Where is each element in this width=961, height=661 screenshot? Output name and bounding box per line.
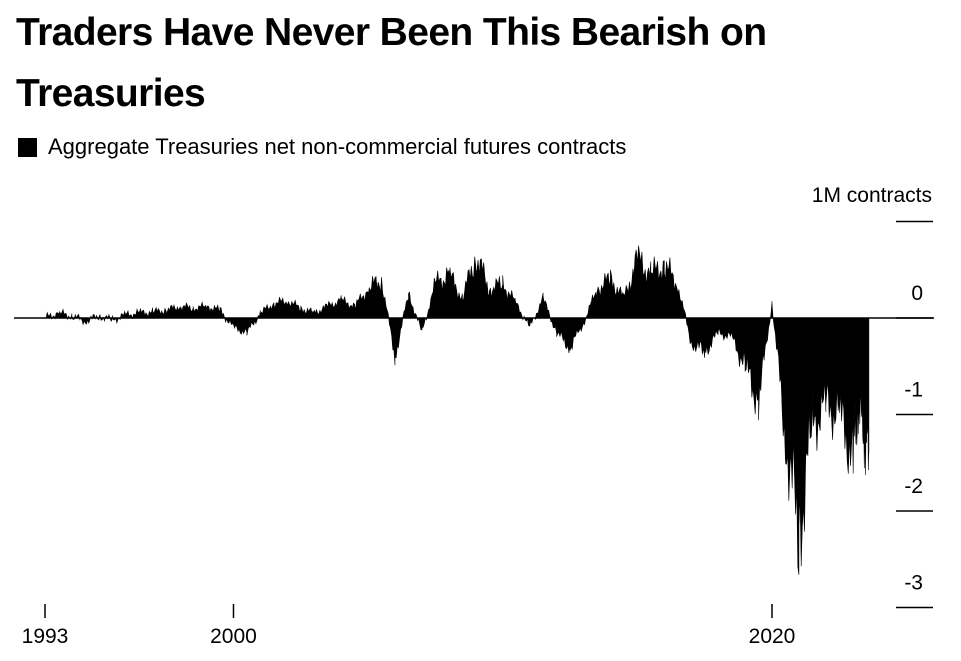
chart-marks [14,245,934,575]
chart-title: Traders Have Never Been This Bearish on … [16,11,767,115]
legend-label: Aggregate Treasuries net non-commercial … [48,134,627,159]
y-tick-label-4: -3 [904,572,923,595]
y-axis-unit-label: 1M contracts [812,184,932,207]
x-tick-label-1: 2000 [210,625,257,648]
y-tick-label-2: -1 [904,379,923,402]
x-axis: 1993 2000 2020 [22,604,796,648]
x-tick-label-2: 2020 [749,625,796,648]
y-axis: 0 -1 -2 -3 [896,220,933,609]
y-tick-label-3: -2 [904,475,923,498]
series-area-0 [44,245,870,575]
legend-swatch [18,137,37,157]
y-tick-label-1: 0 [911,282,923,305]
legend: Aggregate Treasuries net non-commercial … [18,133,626,161]
x-tick-label-0: 1993 [22,625,69,648]
